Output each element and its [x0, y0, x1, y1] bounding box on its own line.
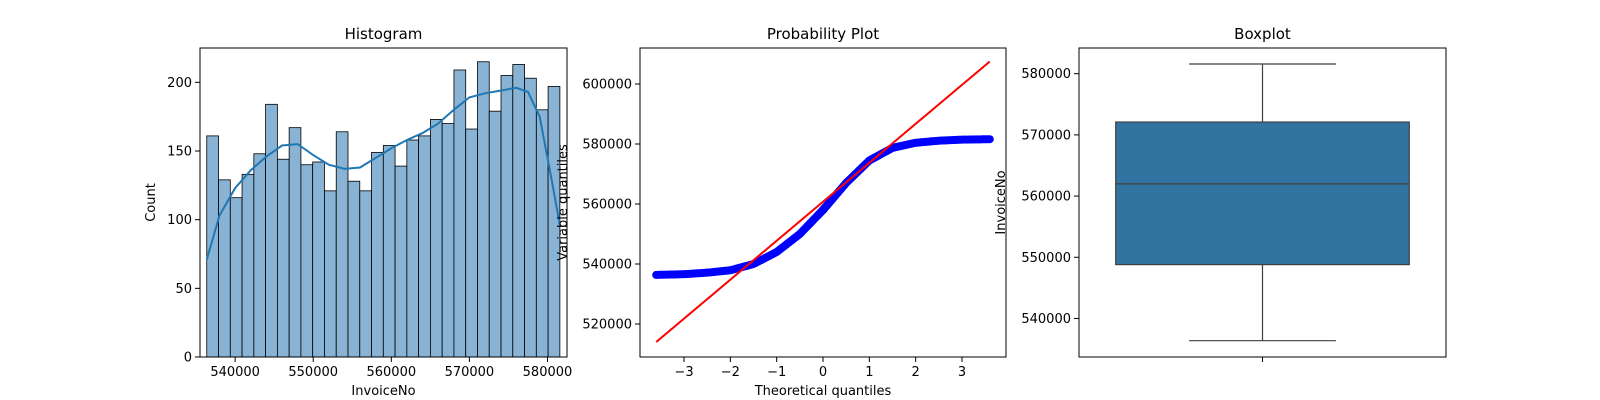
probability-plot-y-tick-label: 560000 [582, 198, 632, 213]
histogram-bar [429, 119, 443, 358]
histogram-bar [359, 190, 372, 358]
histogram-bar [418, 135, 431, 358]
histogram-y-ticks: 0 50 100 150 200 [167, 76, 200, 366]
histogram-bar [241, 173, 255, 358]
histogram-bar [500, 75, 514, 358]
boxplot-y-ticks: 540000 550000 560000 570000 580000 [1021, 67, 1079, 327]
probability-plot-fit-line [655, 60, 991, 343]
histogram-bar [276, 158, 290, 358]
histogram-bar [229, 197, 243, 358]
boxplot-title: Boxplot [1234, 25, 1291, 43]
histogram-x-ticks: 540000 550000 560000 570000 580000 [210, 357, 572, 380]
probability-plot-y-tick-label: 540000 [582, 258, 632, 273]
boxplot-y-tick-label: 550000 [1021, 251, 1071, 266]
histogram-bar [477, 61, 490, 358]
histogram-bar [453, 69, 467, 358]
histogram-bar [382, 145, 396, 358]
probability-plot-x-tick-label: −1 [767, 365, 786, 380]
probability-plot-x-tick-label: 2 [912, 365, 920, 380]
histogram-y-label: Count [144, 183, 159, 222]
boxplot-panel: Boxplot 540000 550000 560000 570000 580000 I… [994, 25, 1447, 362]
histogram-bars [206, 61, 561, 358]
histogram-bar [300, 164, 314, 358]
probability-plot-point [985, 135, 994, 144]
histogram-x-tick-label: 540000 [210, 365, 260, 380]
boxplot-box [1115, 121, 1410, 266]
histogram-x-tick-label: 580000 [523, 365, 573, 380]
histogram-y-tick-label: 50 [175, 282, 192, 297]
histogram-bar [524, 77, 537, 358]
probability-plot-y-tick-label: 580000 [582, 138, 632, 153]
histogram-bar [465, 128, 478, 358]
probability-plot-x-tick-label: −2 [721, 365, 740, 380]
histogram-x-tick-label: 570000 [445, 365, 495, 380]
probability-plot-x-tick-label: −3 [674, 365, 693, 380]
histogram-bar [512, 64, 525, 358]
boxplot-y-tick-label: 570000 [1021, 128, 1071, 143]
probability-plot-y-label: Variable quantiles [556, 144, 571, 261]
probability-plot-y-tick-label: 520000 [582, 318, 632, 333]
histogram-bar [265, 103, 278, 358]
probability-plot-x-tick-label: 3 [958, 365, 966, 380]
histogram-bar [488, 110, 502, 358]
histogram-bar [406, 139, 420, 358]
histogram-kde-line [205, 86, 561, 260]
histogram-y-tick-label: 200 [167, 76, 192, 91]
boxplot-y-tick-label: 540000 [1021, 312, 1071, 327]
histogram-y-tick-label: 0 [184, 351, 192, 366]
histogram-bar [371, 151, 384, 358]
probability-plot-y-tick-label: 600000 [582, 78, 632, 93]
probability-plot-y-ticks: 520000 540000 560000 580000 600000 [582, 78, 640, 333]
probability-plot-x-tick-label: 1 [865, 365, 873, 380]
probability-plot-title: Probability Plot [767, 25, 879, 43]
boxplot-y-tick-label: 580000 [1021, 67, 1071, 82]
histogram-x-tick-label: 560000 [366, 365, 416, 380]
probability-plot-x-tick-label: 0 [819, 365, 827, 380]
histogram-bar [206, 135, 219, 358]
boxplot-box-group [1115, 63, 1410, 342]
boxplot-y-label: InvoiceNo [994, 170, 1009, 234]
probability-plot-x-ticks: −3 −2 −1 0 1 2 3 [674, 357, 966, 380]
histogram-bar [335, 131, 349, 358]
histogram-x-label: InvoiceNo [351, 384, 415, 399]
histogram-bar [288, 127, 302, 358]
histogram-title: Histogram [345, 25, 423, 43]
histogram-y-tick-label: 100 [167, 213, 192, 228]
histogram-panel: Histogram 540000 550000 560000 570000 580000… [144, 25, 572, 399]
histogram-frame [199, 47, 568, 358]
histogram-bar [441, 123, 455, 358]
histogram-bar [347, 180, 361, 358]
probability-plot-panel: Probability Plot −3 −2 −1 0 1 2 3 520000 540000… [556, 25, 1007, 399]
histogram-y-tick-label: 150 [167, 145, 192, 160]
probability-plot-x-label: Theoretical quantiles [754, 384, 892, 399]
boxplot-y-tick-label: 560000 [1021, 190, 1071, 205]
histogram-bar [312, 161, 325, 358]
probability-plot-points [652, 135, 994, 279]
histogram-bar [253, 153, 267, 358]
histogram-bar [324, 190, 337, 358]
histogram-bar [394, 165, 408, 358]
histogram-x-tick-label: 550000 [288, 365, 338, 380]
